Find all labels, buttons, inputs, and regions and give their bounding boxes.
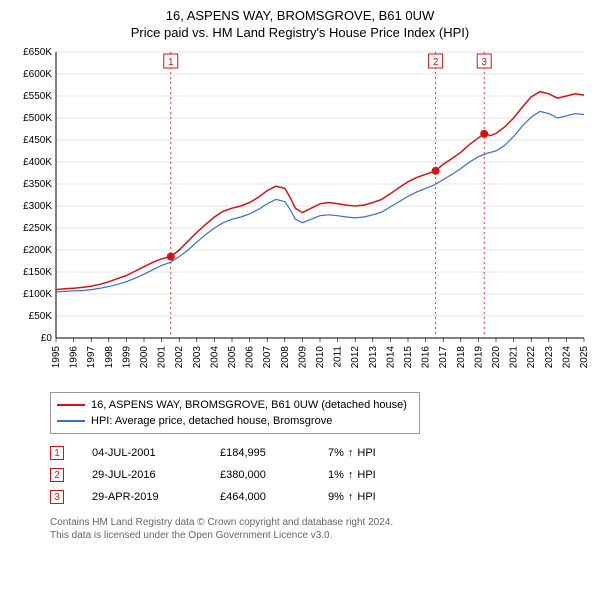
svg-text:2010: 2010 [315, 346, 326, 369]
svg-text:2020: 2020 [491, 346, 502, 369]
sale-marker: 1 [50, 446, 64, 460]
svg-text:£50K: £50K [29, 311, 53, 322]
legend-label: 16, ASPENS WAY, BROMSGROVE, B61 0UW (det… [91, 399, 407, 411]
svg-text:2024: 2024 [561, 346, 572, 369]
svg-text:2003: 2003 [192, 346, 203, 369]
footer-attribution: Contains HM Land Registry data © Crown c… [50, 516, 590, 542]
sale-price: £380,000 [220, 469, 300, 481]
sale-marker: 2 [50, 468, 64, 482]
sale-date: 29-JUL-2016 [92, 469, 192, 481]
chart-titles: 16, ASPENS WAY, BROMSGROVE, B61 0UW Pric… [10, 8, 590, 40]
svg-text:1997: 1997 [86, 346, 97, 369]
sale-row: 1 04-JUL-2001 £184,995 7%↑HPI [50, 442, 590, 464]
sales-table: 1 04-JUL-2001 £184,995 7%↑HPI 2 29-JUL-2016 £3… [50, 442, 590, 508]
svg-text:2: 2 [433, 57, 439, 68]
svg-text:2007: 2007 [262, 346, 273, 369]
sale-date: 04-JUL-2001 [92, 447, 192, 459]
svg-text:2001: 2001 [157, 346, 168, 369]
svg-text:2019: 2019 [473, 346, 484, 369]
svg-text:£200K: £200K [23, 245, 52, 256]
legend-swatch [57, 420, 85, 422]
arrow-up-icon: ↑ [348, 491, 354, 503]
svg-text:1: 1 [168, 57, 174, 68]
svg-text:2009: 2009 [297, 346, 308, 369]
svg-text:£300K: £300K [23, 201, 52, 212]
svg-text:2018: 2018 [456, 346, 467, 369]
svg-text:2008: 2008 [280, 346, 291, 369]
legend-item: 16, ASPENS WAY, BROMSGROVE, B61 0UW (det… [57, 397, 413, 413]
svg-text:£450K: £450K [23, 135, 52, 146]
svg-text:£500K: £500K [23, 113, 52, 124]
svg-text:2016: 2016 [421, 346, 432, 369]
legend-item: HPI: Average price, detached house, Brom… [57, 413, 413, 429]
svg-text:£350K: £350K [23, 179, 52, 190]
svg-text:1995: 1995 [51, 346, 62, 369]
svg-text:2004: 2004 [209, 346, 220, 369]
svg-text:2011: 2011 [333, 346, 344, 368]
arrow-up-icon: ↑ [348, 469, 354, 481]
svg-text:£150K: £150K [23, 267, 52, 278]
svg-text:£550K: £550K [23, 91, 52, 102]
legend: 16, ASPENS WAY, BROMSGROVE, B61 0UW (det… [50, 392, 420, 434]
price-chart: £0 £50K £100K £150K £200K £250K £300K £350K £400… [10, 46, 590, 386]
sale-marker: 3 [50, 490, 64, 504]
svg-text:2022: 2022 [526, 346, 537, 369]
sale-row: 2 29-JUL-2016 £380,000 1%↑HPI [50, 464, 590, 486]
arrow-up-icon: ↑ [348, 447, 354, 459]
svg-text:2014: 2014 [385, 346, 396, 369]
svg-text:1999: 1999 [121, 346, 132, 369]
footer-line2: This data is licensed under the Open Gov… [50, 529, 590, 542]
svg-text:£100K: £100K [23, 289, 52, 300]
sale-hpi-diff: 7%↑HPI [328, 447, 376, 459]
svg-text:£650K: £650K [23, 47, 52, 58]
svg-text:2002: 2002 [174, 346, 185, 369]
svg-text:2013: 2013 [368, 346, 379, 369]
sale-hpi-diff: 1%↑HPI [328, 469, 376, 481]
legend-label: HPI: Average price, detached house, Brom… [91, 415, 332, 427]
svg-text:£250K: £250K [23, 223, 52, 234]
svg-text:2025: 2025 [579, 346, 590, 369]
svg-text:1998: 1998 [104, 346, 115, 369]
svg-text:£400K: £400K [23, 157, 52, 168]
sale-row: 3 29-APR-2019 £464,000 9%↑HPI [50, 486, 590, 508]
svg-text:3: 3 [481, 57, 487, 68]
svg-text:1996: 1996 [69, 346, 80, 369]
svg-text:2021: 2021 [509, 346, 520, 369]
chart-area: £0 £50K £100K £150K £200K £250K £300K £350K £400… [10, 46, 590, 386]
title-address: 16, ASPENS WAY, BROMSGROVE, B61 0UW [10, 8, 590, 23]
sale-date: 29-APR-2019 [92, 491, 192, 503]
sale-price: £464,000 [220, 491, 300, 503]
svg-text:2023: 2023 [544, 346, 555, 369]
title-subtitle: Price paid vs. HM Land Registry's House … [10, 25, 590, 40]
legend-swatch [57, 404, 85, 406]
svg-text:2015: 2015 [403, 346, 414, 369]
svg-text:2012: 2012 [350, 346, 361, 369]
svg-text:2006: 2006 [245, 346, 256, 369]
footer-line1: Contains HM Land Registry data © Crown c… [50, 516, 590, 529]
sale-price: £184,995 [220, 447, 300, 459]
svg-text:2005: 2005 [227, 346, 238, 369]
svg-text:£600K: £600K [23, 69, 52, 80]
svg-text:2017: 2017 [438, 346, 449, 369]
svg-text:2000: 2000 [139, 346, 150, 369]
svg-text:£0: £0 [41, 333, 53, 344]
sale-hpi-diff: 9%↑HPI [328, 491, 376, 503]
